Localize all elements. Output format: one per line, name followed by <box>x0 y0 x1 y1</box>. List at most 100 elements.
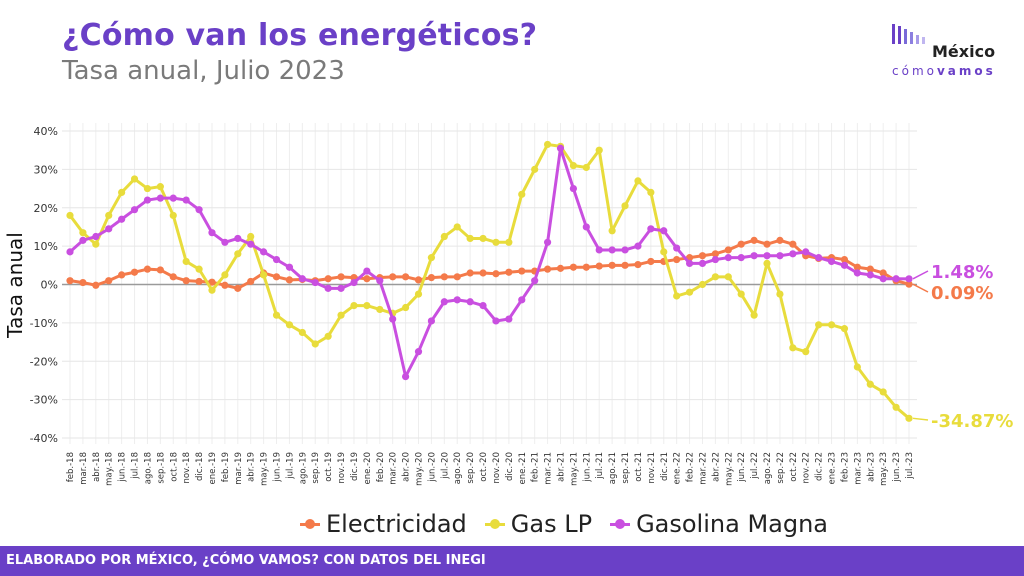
data-point-gas-lp <box>621 202 629 210</box>
x-tick-label: ene.-19 <box>208 452 218 484</box>
data-point-gas-lp <box>582 163 590 172</box>
data-point-gas-lp <box>724 273 732 281</box>
data-point-gas-lp <box>453 223 461 231</box>
data-point-electricidad <box>479 269 487 277</box>
data-point-gas-lp <box>711 273 719 281</box>
end-label-gasolina-magna: 1.48% <box>931 262 993 283</box>
logo-tagline-b: vamos <box>936 64 996 78</box>
data-point-electricidad <box>221 281 229 289</box>
data-point-gas-lp <box>879 388 887 396</box>
x-tick-label: mar.-20 <box>389 452 399 485</box>
data-point-gas-lp <box>285 321 294 329</box>
data-point-gasolina-magna <box>337 284 345 292</box>
data-point-electricidad <box>724 246 732 254</box>
data-point-gas-lp <box>892 403 900 411</box>
series-line-gas-lp <box>68 142 910 420</box>
data-point-gasolina-magna <box>105 225 113 233</box>
data-point-electricidad <box>402 273 410 281</box>
series-layer <box>66 140 913 422</box>
x-tick-label: jul.-23 <box>905 452 915 480</box>
grid <box>62 123 917 444</box>
data-point-gasolina-magna <box>905 275 913 283</box>
x-tick-label: jun.-21 <box>582 452 592 483</box>
data-point-electricidad <box>208 278 216 286</box>
data-point-electricidad <box>840 255 849 264</box>
data-point-electricidad <box>169 273 177 281</box>
data-point-electricidad <box>634 260 642 269</box>
logo-word: México <box>932 42 996 61</box>
data-point-electricidad <box>711 250 719 258</box>
x-tick-label: mar.-18 <box>79 452 89 485</box>
data-point-electricidad <box>143 265 152 273</box>
data-point-gasolina-magna <box>272 255 281 264</box>
data-point-electricidad <box>427 273 436 282</box>
y-tick-label: -30% <box>30 394 58 407</box>
x-tick-label: mar.-19 <box>234 452 244 485</box>
x-tick-label: may.-19 <box>260 452 270 486</box>
data-point-gas-lp <box>208 286 216 294</box>
data-point-electricidad <box>698 252 707 260</box>
data-point-gas-lp <box>195 265 203 273</box>
x-tick-label: jun.-19 <box>273 452 283 483</box>
data-point-gasolina-magna <box>92 232 100 241</box>
data-point-gas-lp <box>737 290 745 298</box>
data-point-gasolina-magna <box>531 277 539 285</box>
y-tick-label: 10% <box>34 240 58 253</box>
data-point-gas-lp <box>156 183 164 191</box>
x-tick-label: ene.-20 <box>363 452 373 484</box>
data-point-gas-lp <box>92 240 100 248</box>
data-point-gasolina-magna <box>518 296 526 304</box>
y-tick-label: 0% <box>41 279 58 292</box>
x-tick-label: may.-20 <box>415 452 425 486</box>
x-tick-label: dic.-22 <box>815 452 825 481</box>
data-point-electricidad <box>737 240 745 248</box>
data-point-gas-lp <box>660 248 668 256</box>
y-tick-label: 20% <box>34 202 58 215</box>
data-point-gasolina-magna <box>376 277 384 285</box>
x-tick-label: nov.-21 <box>647 452 657 484</box>
data-point-gas-lp <box>169 211 177 220</box>
data-point-electricidad <box>337 273 345 281</box>
data-point-electricidad <box>156 266 164 274</box>
data-point-gas-lp <box>234 250 242 258</box>
data-point-gasolina-magna <box>892 275 900 283</box>
data-point-electricidad <box>556 264 565 272</box>
end-label-leader-gas-lp <box>912 417 929 421</box>
data-point-gasolina-magna <box>556 144 565 152</box>
y-axis-label: Tasa anual <box>3 232 27 339</box>
data-point-gasolina-magna <box>298 275 306 283</box>
x-tick-label: may.-18 <box>105 452 115 486</box>
x-tick-label: oct.-19 <box>324 452 334 482</box>
data-point-gasolina-magna <box>815 254 823 262</box>
x-tick-label: jul.-20 <box>440 452 450 480</box>
data-point-gas-lp <box>414 290 423 298</box>
x-tick-label: ago.-22 <box>763 452 773 484</box>
data-point-electricidad <box>247 277 255 286</box>
data-point-electricidad <box>324 275 332 283</box>
data-point-gas-lp <box>182 257 190 266</box>
data-point-gas-lp <box>298 328 306 337</box>
data-point-electricidad <box>440 273 448 281</box>
footer-source: ELABORADO POR MÉXICO, ¿CÓMO VAMOS? CON D… <box>6 553 486 568</box>
y-tick-label: -40% <box>30 432 58 445</box>
logo-tagline: cómovamos <box>892 64 996 78</box>
data-point-gas-lp <box>402 303 410 312</box>
data-point-gas-lp <box>647 188 655 196</box>
data-point-gasolina-magna <box>595 246 603 254</box>
data-point-gas-lp <box>608 227 616 235</box>
data-point-gasolina-magna <box>505 315 513 323</box>
data-point-electricidad <box>505 268 513 276</box>
data-point-gasolina-magna <box>453 296 461 304</box>
logo-tagline-a: cómo <box>892 64 937 78</box>
data-point-electricidad <box>905 280 913 288</box>
data-point-gasolina-magna <box>427 317 436 325</box>
data-point-gasolina-magna <box>853 269 861 277</box>
data-point-gasolina-magna <box>582 223 590 231</box>
data-point-gas-lp <box>815 321 823 329</box>
data-point-gasolina-magna <box>660 227 668 235</box>
x-tick-label: abr.-22 <box>711 452 721 482</box>
data-point-gas-lp <box>247 232 255 241</box>
x-tick-label: nov.-19 <box>337 452 347 484</box>
legend-swatch-electricidad <box>300 517 320 531</box>
data-point-electricidad <box>79 278 87 287</box>
